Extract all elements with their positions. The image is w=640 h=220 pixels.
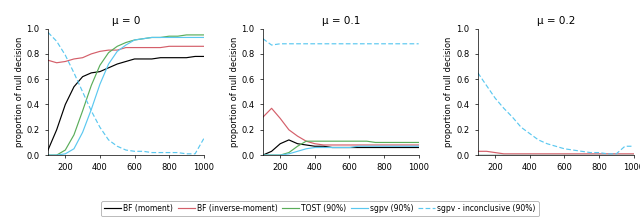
Y-axis label: proportion of null decision: proportion of null decision	[230, 37, 239, 147]
Title: μ = 0: μ = 0	[112, 16, 140, 26]
Title: μ = 0.2: μ = 0.2	[536, 16, 575, 26]
Y-axis label: proportion of null decision: proportion of null decision	[445, 37, 454, 147]
Legend: BF (moment), BF (inverse-moment), TOST (90%), sgpv (90%), sgpv - inconclusive (9: BF (moment), BF (inverse-moment), TOST (…	[101, 201, 539, 216]
Title: μ = 0.1: μ = 0.1	[322, 16, 360, 26]
Y-axis label: proportion of null decision: proportion of null decision	[15, 37, 24, 147]
